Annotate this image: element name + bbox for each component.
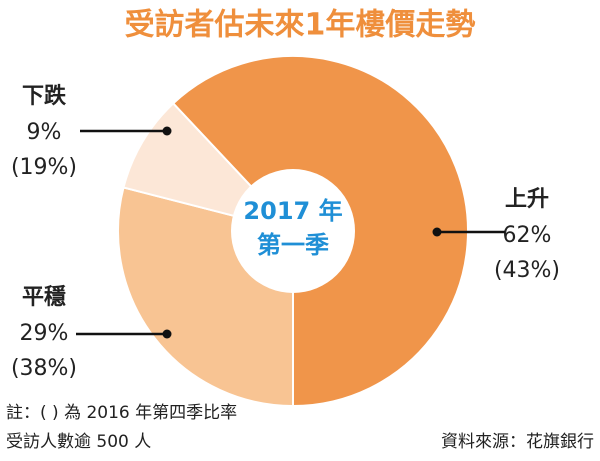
previous-label: (38%) — [11, 356, 77, 381]
leader-dot — [162, 329, 172, 339]
chart-title: 受訪者估未來1年樓價走勢 — [125, 8, 476, 43]
center-label: 2017 年 — [243, 197, 342, 225]
note: 受訪人數逾 500 人 — [6, 432, 151, 452]
value-label: 29% — [20, 321, 69, 346]
value-label: 9% — [27, 120, 62, 145]
source: 資料來源：花旗銀行 — [441, 432, 594, 452]
note: 註：( ) 為 2016 年第四季比率 — [6, 403, 237, 423]
previous-label: (43%) — [494, 258, 560, 283]
category-label: 上升 — [505, 187, 549, 212]
previous-label: (19%) — [11, 155, 77, 180]
leader-dot — [162, 126, 172, 136]
donut-hole — [231, 169, 355, 293]
center-label: 第一季 — [257, 231, 329, 259]
leader-dot — [432, 227, 442, 237]
category-label: 平穩 — [22, 285, 66, 310]
category-label: 下跌 — [22, 84, 67, 109]
value-label: 62% — [503, 223, 552, 248]
